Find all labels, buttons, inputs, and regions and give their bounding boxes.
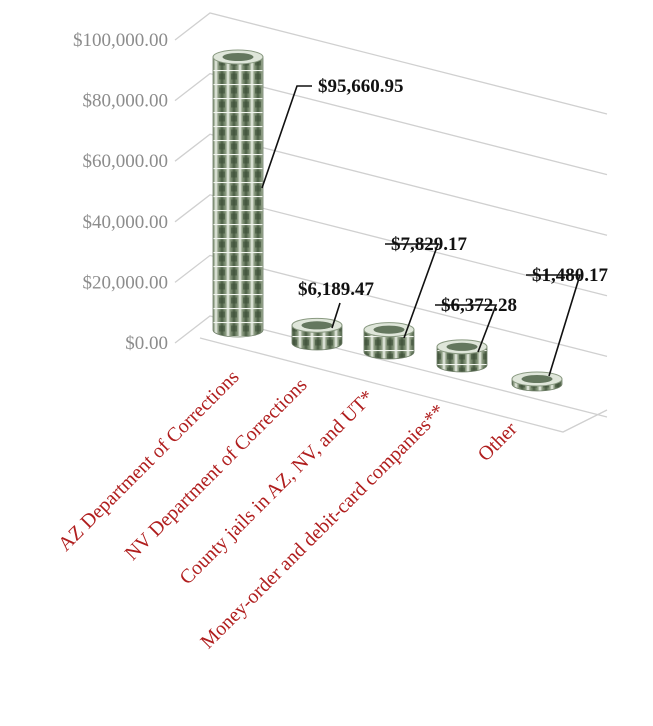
leader-line bbox=[385, 243, 440, 339]
data-label-group: $95,660.95$6,189.47$7,829.17$6,372.28$1,… bbox=[261, 76, 609, 377]
leader-line bbox=[261, 85, 312, 189]
y-tick-label: $20,000.00 bbox=[83, 272, 169, 293]
gridline bbox=[174, 254, 608, 358]
data-label: $95,660.95 bbox=[318, 76, 404, 97]
y-tick-label: $100,000.00 bbox=[73, 30, 168, 51]
gridline bbox=[174, 72, 608, 176]
gridline bbox=[174, 133, 608, 236]
leader-line bbox=[526, 274, 582, 377]
y-tick-label: $60,000.00 bbox=[83, 151, 169, 172]
floor-edge bbox=[199, 337, 608, 433]
y-tick-label: $80,000.00 bbox=[83, 91, 169, 112]
category-label: Other bbox=[474, 418, 522, 466]
bar-group bbox=[212, 49, 563, 392]
gridline bbox=[174, 12, 608, 115]
leader-line bbox=[435, 304, 498, 353]
gridline bbox=[174, 315, 608, 418]
bar bbox=[363, 322, 415, 360]
bar bbox=[436, 339, 488, 373]
gridline bbox=[174, 194, 608, 297]
leader-line bbox=[331, 302, 341, 329]
y-tick-label: $40,000.00 bbox=[83, 212, 169, 233]
bar bbox=[511, 371, 563, 392]
y-tick-label: $0.00 bbox=[125, 333, 168, 354]
data-label: $6,189.47 bbox=[298, 279, 375, 300]
bar bbox=[291, 317, 343, 351]
bar bbox=[212, 49, 264, 338]
